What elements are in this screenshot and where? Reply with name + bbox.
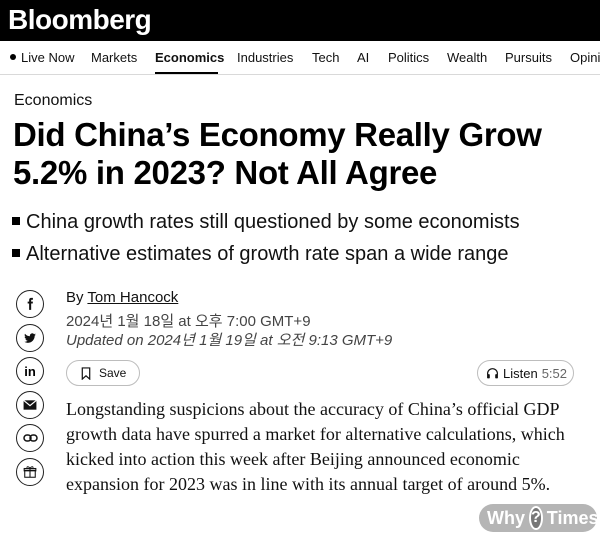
nav-item-economics[interactable]: Economics (155, 50, 225, 65)
nav-item-ai[interactable]: AI (357, 50, 370, 65)
nav-item-industries[interactable]: Industries (237, 50, 294, 65)
email-icon (23, 399, 37, 410)
twitter-share-button[interactable] (16, 323, 44, 352)
bookmark-icon (81, 366, 91, 380)
share-column: in (16, 290, 44, 491)
listen-button[interactable]: Listen 5:52 (477, 360, 574, 386)
facebook-icon (27, 297, 33, 310)
gift-article-button[interactable] (16, 457, 44, 486)
author-link[interactable]: Tom Hancock (87, 289, 179, 306)
nav-active-underline (155, 72, 218, 74)
updated-date: Updated on 2024년 1월 19일 at 오전 9:13 GMT+9 (66, 332, 393, 349)
copy-link-button[interactable] (16, 424, 44, 452)
headphones-icon (487, 368, 498, 379)
facebook-share-button[interactable] (16, 290, 44, 318)
twitter-icon (24, 332, 36, 343)
listen-duration: 5:52 (541, 365, 568, 381)
link-icon (22, 434, 38, 442)
nav-item-wealth[interactable]: Wealth (447, 50, 488, 65)
question-mark-icon: ? (529, 506, 543, 530)
nav-item-politics[interactable]: Politics (388, 50, 430, 65)
bloomberg-logo[interactable]: Bloomberg (8, 4, 152, 35)
nav-item-opinion[interactable]: Opinion (570, 50, 600, 65)
summary-bullet: Alternative estimates of growth rate spa… (12, 238, 592, 270)
gift-icon (23, 465, 37, 478)
linkedin-share-button[interactable]: in (16, 357, 44, 385)
nav-item-tech[interactable]: Tech (312, 50, 340, 65)
nav-live-now[interactable]: Live Now (10, 50, 74, 66)
section-label[interactable]: Economics (14, 92, 93, 109)
nav-item-markets[interactable]: Markets (91, 50, 138, 65)
whytimes-watermark: Why ? Times (479, 504, 598, 532)
article-headline: Did China’s Economy Really Grow 5.2% in … (13, 116, 542, 191)
byline: By Tom Hancock (66, 289, 179, 306)
linkedin-icon: in (24, 363, 36, 379)
summary-bullet: China growth rates still questioned by s… (12, 206, 592, 238)
bullet-square-icon (12, 217, 20, 225)
bullet-square-icon (12, 249, 20, 257)
main-nav: Live Now Markets Economics Industries Te… (0, 41, 600, 75)
published-date: 2024년 1월 18일 at 오후 7:00 GMT+9 (66, 313, 311, 330)
top-header-bar: Bloomberg (0, 0, 600, 41)
nav-item-pursuits[interactable]: Pursuits (505, 50, 552, 65)
live-dot-icon (10, 54, 16, 60)
article-body-paragraph: Longstanding suspicions about the accura… (66, 399, 565, 494)
summary-bullets: China growth rates still questioned by s… (12, 206, 592, 270)
save-button[interactable]: Save (66, 360, 140, 386)
email-share-button[interactable] (16, 390, 44, 419)
